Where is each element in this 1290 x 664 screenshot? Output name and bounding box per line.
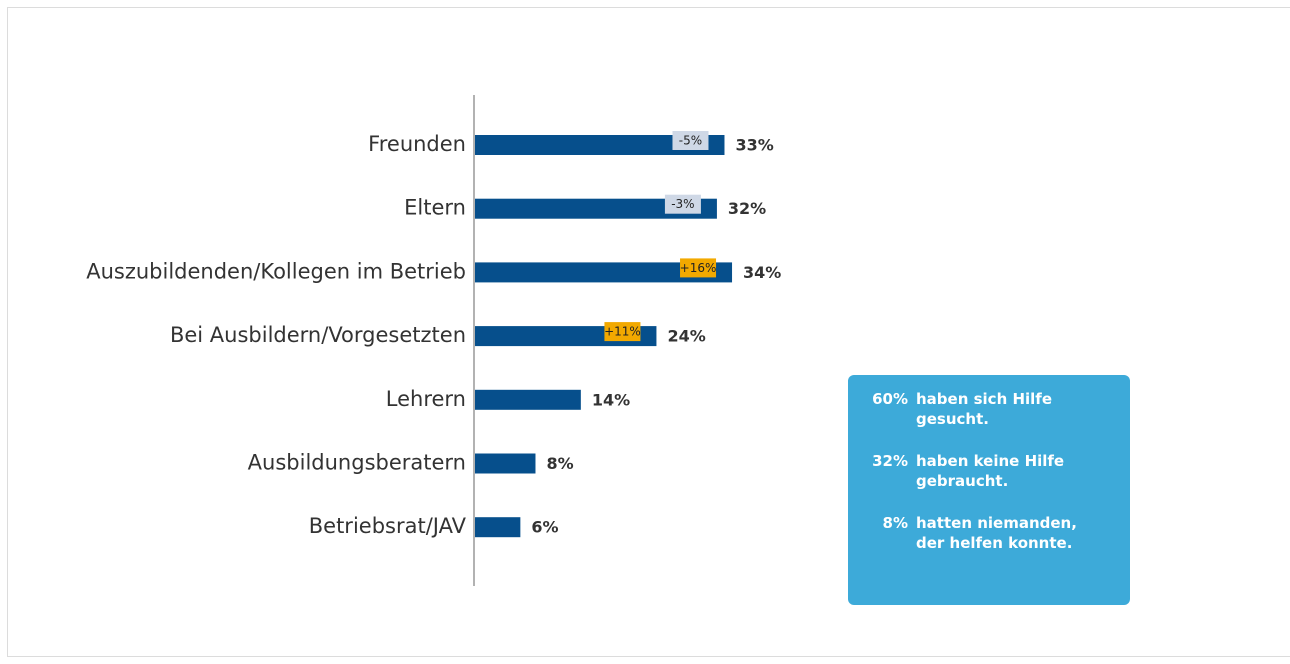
category-label: Lehrern <box>386 387 466 411</box>
summary-row: 60% haben sich Hilfe gesucht. <box>848 389 1110 429</box>
change-badge <box>604 322 641 342</box>
value-label: 6% <box>531 518 558 537</box>
bar <box>475 389 581 410</box>
bar <box>475 135 725 155</box>
summary-text: haben sich Hilfe gesucht. <box>916 390 1053 428</box>
value-label: 8% <box>546 454 573 473</box>
summary-value: 32% <box>872 452 908 470</box>
value-label: 32% <box>728 199 766 218</box>
value-label: 34% <box>743 263 781 282</box>
category-label: Freunden <box>368 132 466 156</box>
change-label: -5% <box>679 134 702 148</box>
summary-text: haben keine Hilfe gebraucht. <box>916 452 1065 490</box>
change-label: +11% <box>604 325 641 339</box>
value-label: 33% <box>735 136 773 155</box>
frame <box>7 7 1290 657</box>
summary-box: 60% haben sich Hilfe gesucht. 32% haben kei… <box>848 375 1130 605</box>
bar <box>475 262 733 283</box>
category-label: Eltern <box>404 196 466 220</box>
category-label: Betriebsrat/JAV <box>309 514 467 538</box>
change-label: +16% <box>680 261 717 275</box>
change-badge <box>680 258 717 278</box>
summary-row: 8% hatten niemanden, der helfen konnte. <box>848 513 1110 553</box>
bar <box>475 517 521 538</box>
value-label: 24% <box>667 327 705 346</box>
bar <box>475 453 536 474</box>
summary-row: 32% haben keine Hilfe gebraucht. <box>848 451 1110 491</box>
category-label: Bei Ausbildern/Vorgesetzten <box>170 323 466 347</box>
change-label: -3% <box>671 197 694 211</box>
bar <box>475 198 717 219</box>
category-label: Ausbildungsberatern <box>248 451 466 475</box>
summary-value: 60% <box>872 390 908 408</box>
summary-text: hatten niemanden, der helfen konnte. <box>916 514 1077 552</box>
change-badge <box>672 131 709 150</box>
summary-value: 8% <box>882 514 908 532</box>
value-label: 14% <box>592 390 630 409</box>
change-badge <box>664 194 701 214</box>
category-label: Auszubildenden/Kollegen im Betrieb <box>86 259 466 283</box>
